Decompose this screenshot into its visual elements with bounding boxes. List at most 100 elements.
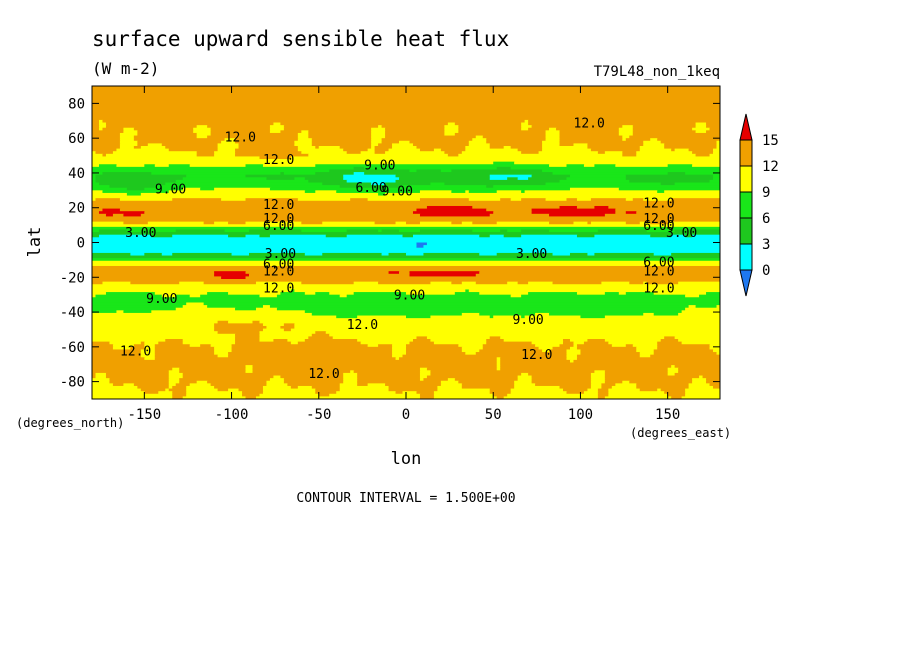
field-band-segment xyxy=(709,179,720,184)
field-band-segment xyxy=(426,242,720,246)
field-band-segment xyxy=(583,391,599,395)
contour-label: 9.00 xyxy=(155,183,186,198)
field-band-segment xyxy=(664,145,718,150)
field-band-segment xyxy=(402,234,414,238)
field-band-segment xyxy=(681,396,720,399)
field-band-segment xyxy=(193,127,212,131)
field-band-segment xyxy=(255,396,421,399)
field-band-segment xyxy=(716,305,720,309)
field-band-segment xyxy=(259,331,316,335)
field-band-segment xyxy=(688,305,697,309)
field-band-segment xyxy=(406,349,463,353)
field-band-segment xyxy=(611,344,627,348)
field-band-segment xyxy=(489,234,505,238)
field-band-segment xyxy=(517,148,543,152)
field-band-segment xyxy=(92,362,498,366)
field-band-segment xyxy=(343,375,358,379)
field-band-segment xyxy=(235,341,292,345)
field-band-segment xyxy=(430,182,445,186)
field-band-segment xyxy=(531,208,616,212)
field-band-segment xyxy=(559,140,644,144)
field-band-segment xyxy=(235,138,299,142)
field-band-segment xyxy=(692,151,714,155)
field-band-segment xyxy=(468,190,498,194)
field-band-segment xyxy=(374,151,386,155)
field-band-segment xyxy=(92,135,121,139)
field-band-segment xyxy=(92,174,97,178)
field-band-segment xyxy=(500,365,672,369)
field-band-segment xyxy=(161,294,177,298)
field-band-segment xyxy=(681,310,720,314)
field-band-segment xyxy=(123,383,135,387)
field-band-segment xyxy=(440,383,463,387)
field-band-segment xyxy=(172,234,229,238)
colorbar-segment xyxy=(739,243,753,271)
field-band-segment xyxy=(311,385,341,390)
field-band-segment xyxy=(252,367,421,371)
field-band-segment xyxy=(706,378,720,382)
field-band-segment xyxy=(538,346,554,351)
field-band-segment xyxy=(521,190,526,194)
field-band-segment xyxy=(92,226,720,231)
field-band-segment xyxy=(280,130,302,134)
field-band-segment xyxy=(126,187,145,191)
field-band-segment xyxy=(346,179,397,184)
field-band-segment xyxy=(228,354,393,358)
field-band-segment xyxy=(98,229,128,233)
field-band-segment xyxy=(214,221,229,225)
field-band-segment xyxy=(92,385,138,390)
field-band-segment xyxy=(294,177,306,181)
field-band-segment xyxy=(92,391,145,395)
field-band-segment xyxy=(364,166,498,171)
field-band-segment xyxy=(168,372,184,377)
field-band-segment xyxy=(500,229,508,233)
field-band-segment xyxy=(186,391,243,395)
field-band-segment xyxy=(290,341,299,345)
field-band-segment xyxy=(716,352,720,356)
field-band-segment xyxy=(545,132,561,137)
field-band-segment xyxy=(713,148,720,152)
field-band-segment xyxy=(92,354,142,358)
field-band-segment xyxy=(528,122,697,126)
field-band-segment xyxy=(137,143,149,147)
field-band-segment xyxy=(283,127,372,131)
field-band-segment xyxy=(371,143,379,147)
field-band-segment xyxy=(667,372,676,377)
field-band-segment xyxy=(569,359,575,364)
field-band-segment xyxy=(385,192,720,197)
field-band-segment xyxy=(692,234,720,238)
field-band-segment xyxy=(615,383,637,387)
field-band-segment xyxy=(479,271,720,275)
field-band-segment xyxy=(706,125,720,129)
field-band-segment xyxy=(92,318,720,322)
field-band-segment xyxy=(604,375,700,379)
field-band-segment xyxy=(315,172,355,176)
field-band-segment xyxy=(133,127,194,131)
y-tick-label: -60 xyxy=(60,340,85,356)
field-band-segment xyxy=(493,161,515,165)
field-band-segment xyxy=(713,174,720,178)
field-band-segment xyxy=(419,198,470,202)
field-band-segment xyxy=(130,281,180,285)
field-band-segment xyxy=(92,307,177,311)
field-band-segment xyxy=(713,349,720,353)
field-band-segment xyxy=(500,362,720,366)
field-band-segment xyxy=(92,101,720,105)
field-band-segment xyxy=(500,367,669,371)
field-band-segment xyxy=(615,211,627,215)
field-band-segment xyxy=(447,122,456,126)
field-band-segment xyxy=(92,182,100,186)
field-band-segment xyxy=(315,190,337,194)
field-band-segment xyxy=(210,344,233,348)
field-band-segment xyxy=(573,221,589,225)
field-band-segment xyxy=(535,312,550,317)
y-axis-ticks: 80 60 40 20 0 -20 -40 -60 -80 xyxy=(60,96,720,391)
field-band-segment xyxy=(406,315,432,319)
field-band-segment xyxy=(514,161,720,165)
field-band-segment xyxy=(214,328,264,332)
field-band-segment xyxy=(343,380,358,384)
field-band-segment xyxy=(182,396,247,399)
field-band-segment xyxy=(339,145,372,150)
field-band-segment xyxy=(636,349,655,353)
field-band-segment xyxy=(695,122,707,126)
